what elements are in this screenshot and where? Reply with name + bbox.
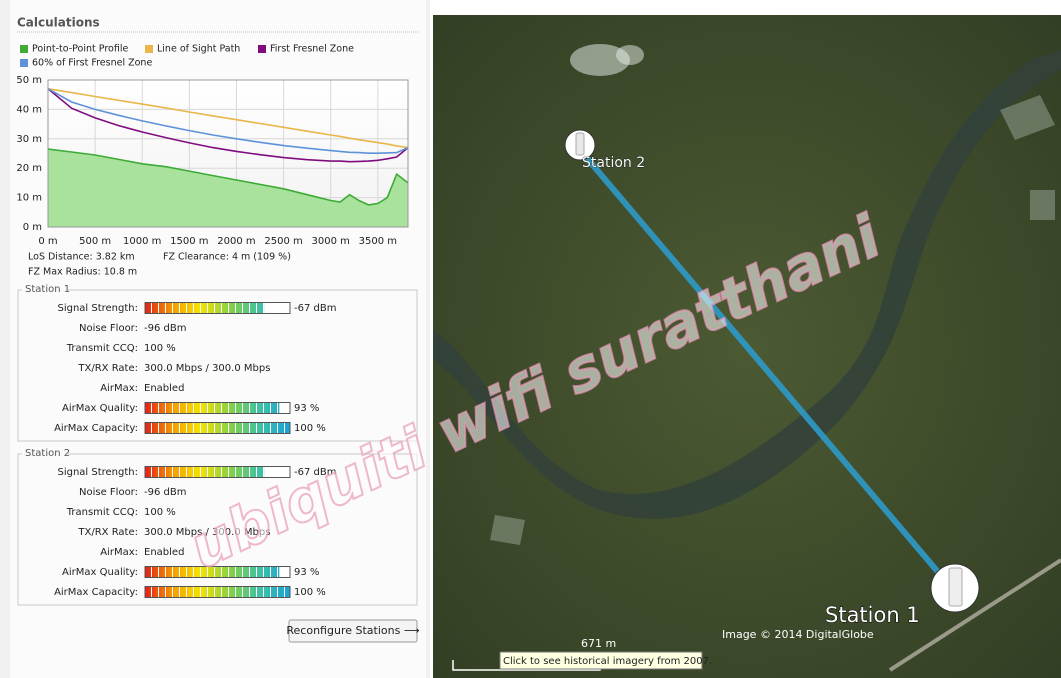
row-label: TX/RX Rate:: [77, 527, 138, 538]
meter: [144, 402, 291, 414]
row-value: 300.0 Mbps / 300.0 Mbps: [144, 363, 270, 374]
legend-label: Point-to-Point Profile: [32, 44, 128, 55]
row-value: 100 %: [294, 423, 326, 434]
row-label: Transmit CCQ:: [66, 343, 138, 354]
stat: FZ Max Radius: 10.8 m: [28, 267, 137, 278]
series-line: [47, 88, 409, 154]
y-tick-label: 0 m: [23, 222, 42, 233]
button-label[interactable]: Reconfigure Stations ⟶: [286, 624, 419, 637]
image-credit: Image © 2014 DigitalGlobe: [722, 628, 874, 641]
stat: LoS Distance: 3.82 km: [28, 252, 135, 263]
row-value: -96 dBm: [144, 323, 186, 334]
plot-border: [47, 79, 409, 228]
x-tick-label: 500 m: [79, 236, 111, 247]
legend-label: Line of Sight Path: [157, 44, 240, 55]
row-label: AirMax Capacity:: [54, 423, 138, 434]
tooltip: Click to see historical imagery from 200…: [503, 656, 712, 667]
stat: FZ Clearance: 4 m (109 %): [163, 252, 291, 263]
row-value: Enabled: [144, 547, 184, 558]
row-value: 100 %: [144, 507, 176, 518]
series-line: [47, 88, 409, 163]
row-value: 93 %: [294, 403, 319, 414]
y-tick-label: 30 m: [16, 134, 42, 145]
y-tick-label: 50 m: [16, 75, 42, 86]
row-value: 93 %: [294, 567, 319, 578]
meter-segments: [145, 423, 290, 433]
row-label: AirMax:: [100, 383, 138, 394]
meter-segments: [145, 303, 265, 313]
legend-label: 60% of First Fresnel Zone: [32, 58, 152, 69]
meter-segments: [145, 467, 265, 477]
x-tick-label: 3500 m: [359, 236, 397, 247]
x-tick-label: 0 m: [38, 236, 57, 247]
station-panels: Station 1 Signal Strength: -67 dBm Noise Fl…: [17, 284, 418, 606]
x-tick-label: 2500 m: [264, 236, 302, 247]
station-title: Station 1: [25, 284, 70, 295]
legend-swatch: [258, 45, 266, 53]
tooltip-box: [499, 651, 703, 670]
legend-swatch: [145, 45, 153, 53]
row-label: Transmit CCQ:: [66, 507, 138, 518]
station-legend-bg: [22, 284, 68, 296]
meter: [144, 586, 291, 598]
meter-segments: [145, 403, 280, 413]
row-label: Noise Floor:: [79, 487, 138, 498]
x-tick-label: 1500 m: [170, 236, 208, 247]
scale-label: 671 m: [581, 637, 616, 650]
meter-segments: [145, 587, 290, 597]
y-tick-label: 40 m: [16, 104, 42, 115]
x-tick-label: 1000 m: [123, 236, 161, 247]
row-label: Signal Strength:: [57, 467, 138, 478]
y-tick-label: 20 m: [16, 163, 42, 174]
series-line: [47, 148, 409, 206]
row-value: -67 dBm: [294, 303, 336, 314]
meter: [144, 566, 291, 578]
row-label: AirMax Quality:: [62, 567, 138, 578]
row-label: Signal Strength:: [57, 303, 138, 314]
legend-label: First Fresnel Zone: [270, 44, 354, 55]
meter-segments: [145, 567, 280, 577]
link-line: [577, 148, 958, 594]
station-box: [17, 453, 418, 606]
meter: [144, 466, 291, 478]
series-line: [47, 88, 409, 149]
row-value: -67 dBm: [294, 467, 336, 478]
x-tick-label: 2000 m: [217, 236, 255, 247]
panel-title: Calculations: [17, 16, 100, 30]
profile-chart: 0 m 10 m 20 m 30 m 40 m 50 m 0 m 500 m 1000 m 150…: [16, 44, 409, 278]
reconfigure-button[interactable]: Reconfigure Stations ⟶: [286, 619, 420, 643]
row-value: -96 dBm: [144, 487, 186, 498]
row-label: Noise Floor:: [79, 323, 138, 334]
row-label: AirMax:: [100, 547, 138, 558]
station-legend-bg: [22, 448, 68, 460]
meter: [144, 302, 291, 314]
row-value: 300.0 Mbps / 300.0 Mbps: [144, 527, 270, 538]
y-tick-label: 10 m: [16, 193, 42, 204]
station-title: Station 2: [25, 448, 70, 459]
legend-swatch: [20, 59, 28, 67]
x-tick-label: 3000 m: [312, 236, 350, 247]
legend-swatch: [20, 45, 28, 53]
profile-area: [48, 149, 408, 227]
station-box: [17, 289, 418, 442]
meter: [144, 422, 291, 434]
row-label: TX/RX Rate:: [77, 363, 138, 374]
row-label: AirMax Quality:: [62, 403, 138, 414]
row-label: AirMax Capacity:: [54, 587, 138, 598]
row-value: 100 %: [144, 343, 176, 354]
row-value: Enabled: [144, 383, 184, 394]
row-value: 100 %: [294, 587, 326, 598]
station2-label: Station 2: [582, 155, 645, 171]
station1-label: Station 1: [825, 603, 920, 627]
